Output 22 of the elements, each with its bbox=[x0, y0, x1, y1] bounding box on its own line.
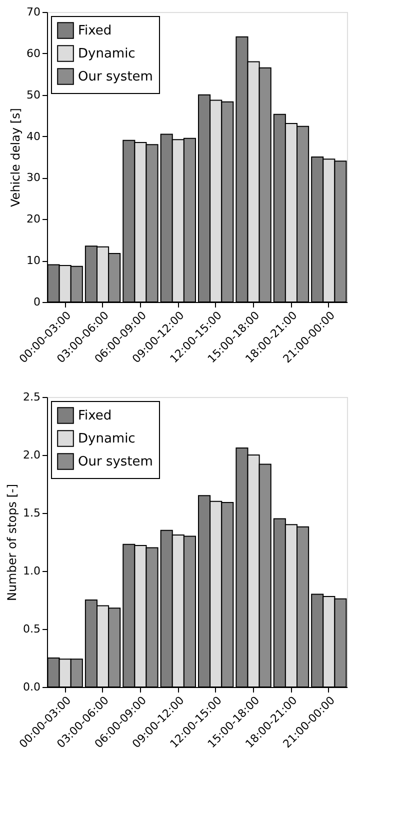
y-tick-label: 0.0 bbox=[23, 680, 40, 694]
legend-label: Dynamic bbox=[78, 432, 136, 446]
y-tick-label: 70 bbox=[26, 6, 40, 18]
y-tick-label: 1.0 bbox=[23, 564, 40, 578]
y-tick-label: 2.5 bbox=[23, 390, 40, 404]
y-tick-label: 40 bbox=[26, 130, 40, 143]
legend-label: Our system bbox=[78, 70, 153, 84]
y-tick-label: 60 bbox=[26, 46, 40, 60]
y-tick-label: 0.5 bbox=[23, 622, 40, 636]
legend-label: Dynamic bbox=[78, 46, 136, 62]
y-tick-label: 1.5 bbox=[23, 506, 40, 520]
y-axis-title: Number of stops [-] bbox=[5, 484, 20, 602]
y-tick-label: 50 bbox=[26, 88, 40, 102]
y-tick-label: 20 bbox=[26, 212, 40, 226]
legend-label: Fixed bbox=[78, 24, 112, 38]
y-axis-title: Vehicle delay [s] bbox=[8, 108, 23, 207]
legend-label: Our system bbox=[78, 454, 153, 470]
y-tick-label: 30 bbox=[26, 171, 40, 184]
y-tick-label: 10 bbox=[26, 254, 40, 268]
y-tick-label: 2.0 bbox=[23, 448, 40, 462]
legend-label: Fixed bbox=[78, 408, 112, 424]
y-tick-label: 0 bbox=[34, 296, 40, 308]
